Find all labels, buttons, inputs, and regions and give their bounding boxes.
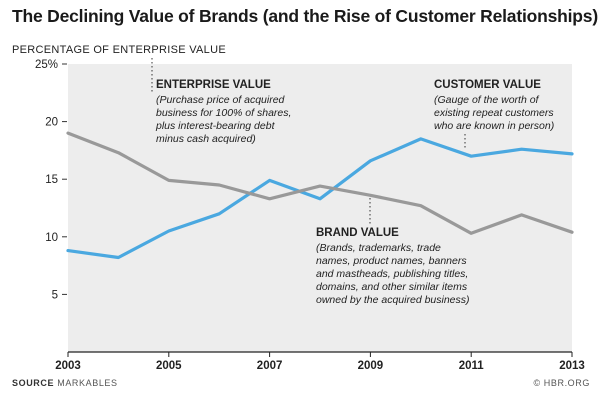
customer-value-line — [66, 137, 574, 260]
y-tick-label: 5 — [52, 289, 58, 301]
enterprise-annotation-line: business for 100% of shares, — [156, 107, 291, 119]
annotation-leaders — [151, 58, 466, 224]
x-tick-label: 2013 — [559, 360, 585, 372]
chart-title: The Declining Value of Brands (and the R… — [12, 6, 598, 26]
customer-annotation-line: who are known in person) — [434, 120, 554, 132]
brand-annotation-line: and mastheads, publishing titles, — [316, 268, 468, 280]
y-axis-label: PERCENTAGE OF ENTERPRISE VALUE — [12, 44, 226, 56]
brand-annotation-line: owned by the acquired business) — [316, 294, 470, 306]
plot-background — [68, 64, 572, 352]
source-note: SOURCE MARKABLES — [12, 378, 118, 388]
series-lines — [66, 131, 574, 260]
y-axis: 5 10 15 20 25% — [35, 59, 67, 301]
credit-note: © HBR.ORG — [533, 378, 590, 388]
customer-annotation-line: existing repeat customers — [434, 107, 554, 119]
source-label: SOURCE — [12, 378, 55, 388]
customer-annotation-line: (Gauge of the worth of — [434, 94, 540, 106]
brand-annotation-line: (Brands, trademarks, trade — [316, 242, 441, 254]
enterprise-annotation-line: plus interest-bearing debt — [155, 120, 276, 132]
x-axis: 2003 2005 2007 2009 2011 2013 — [55, 351, 585, 372]
y-tick-label: 25% — [35, 59, 58, 71]
x-tick-label: 2003 — [55, 360, 81, 372]
y-tick-label: 10 — [45, 232, 58, 244]
enterprise-annotation-line: minus cash acquired) — [156, 133, 256, 145]
brand-value-line — [66, 131, 574, 235]
x-tick-label: 2005 — [156, 360, 182, 372]
x-tick-label: 2011 — [459, 360, 485, 372]
y-tick-label: 20 — [45, 117, 58, 129]
brand-annotation-title: BRAND VALUE — [316, 227, 399, 239]
brand-annotation-line: names, product names, banners — [316, 255, 467, 267]
customer-annotation-title: CUSTOMER VALUE — [434, 79, 541, 91]
x-tick-label: 2009 — [358, 360, 384, 372]
enterprise-annotation-line: (Purchase price of acquired — [156, 94, 286, 106]
source-value: MARKABLES — [57, 378, 118, 388]
enterprise-annotation-title: ENTERPRISE VALUE — [156, 79, 271, 91]
brand-annotation-line: domains, and other similar items — [316, 281, 468, 293]
annotations: ENTERPRISE VALUE (Purchase price of acqui… — [155, 79, 554, 306]
x-tick-label: 2007 — [257, 360, 283, 372]
y-tick-label: 15 — [45, 174, 58, 186]
